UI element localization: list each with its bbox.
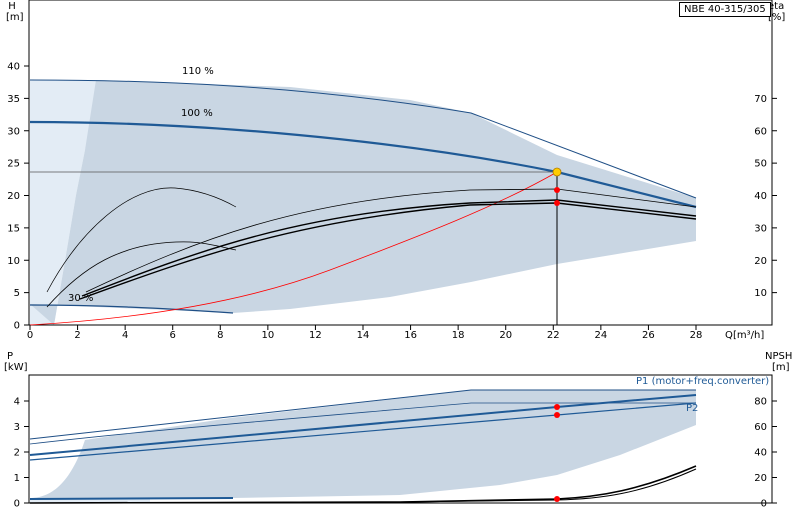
head-y-tick-label: 35 <box>7 94 20 105</box>
head-y-tick-label: 20 <box>7 191 20 202</box>
head-y-tick-label: 25 <box>7 159 20 170</box>
head-y-ticks: 0 5 10 15 20 25 30 35 40 <box>7 62 29 332</box>
head-y2-ticks: 10 20 30 40 50 60 70 <box>754 94 777 299</box>
head-x-tick-label: 2 <box>74 330 80 341</box>
head-operating-band <box>30 80 696 325</box>
power-y-label: P <box>7 351 13 362</box>
npsh-y-tick-label: 20 <box>754 473 767 484</box>
eta-y-tick-label: 40 <box>754 191 767 202</box>
head-x-tick-label: 22 <box>547 330 560 341</box>
head-chart: 0 2 4 6 8 10 12 14 16 18 20 22 24 26 28 05101520253035… <box>6 0 785 341</box>
label-100-percent: 100 % <box>181 108 213 119</box>
head-x-tick-label: 24 <box>594 330 607 341</box>
power-duty-markers <box>554 404 560 502</box>
head-x-tick-label: 8 <box>217 330 223 341</box>
eta-y-tick-label: 20 <box>754 256 767 267</box>
head-x-label: Q <box>725 330 733 341</box>
head-y-label: H <box>8 1 16 12</box>
curve-110-percent <box>29 79 697 199</box>
head-x-tick-label: 4 <box>122 330 128 341</box>
eta-y-tick-label: 60 <box>754 126 767 137</box>
power-operating-band <box>30 390 696 499</box>
eta-y-tick-label: 70 <box>754 94 767 105</box>
power-y-unit: [kW] <box>4 362 28 373</box>
power-chart: 0 1 2 3 4 0 20 40 60 80 P [kW] NPSH [m] P1 (moto… <box>4 351 792 510</box>
head-x-tick-label: 28 <box>690 330 703 341</box>
npsh-y-tick-label: 40 <box>754 448 767 459</box>
duty-point-markers <box>552 167 562 206</box>
power-y-tick-label: 2 <box>14 448 20 459</box>
eta-curve-2 <box>81 199 697 297</box>
head-y-tick-label: 0 <box>14 321 20 332</box>
label-30-percent: 30 % <box>68 293 93 304</box>
eta-y-tick-label: 50 <box>754 159 767 170</box>
power-y-ticks: 0 1 2 3 4 <box>14 397 29 510</box>
head-y-tick-label: 40 <box>7 62 20 73</box>
head-y-tick-label: 30 <box>7 126 20 137</box>
npsh-y-tick-label: 80 <box>754 397 767 408</box>
head-light-band <box>30 80 100 325</box>
head-x-tick-label: 20 <box>499 330 512 341</box>
eta-curve-4 <box>46 241 237 308</box>
head-x-tick-label: 18 <box>452 330 465 341</box>
head-x-tick-label: 16 <box>404 330 417 341</box>
model-label: NBE 40-315/305 <box>679 2 771 17</box>
head-y-tick-label: 10 <box>7 256 20 267</box>
head-x-tick-label: 12 <box>309 330 322 341</box>
curve-30-percent <box>29 304 234 314</box>
head-x-tick-label: 0 <box>27 330 33 341</box>
head-bands <box>30 80 696 325</box>
duty-point-head <box>552 167 562 177</box>
head-x-tick-label: 10 <box>261 330 274 341</box>
eta-y-tick-label: 30 <box>754 223 767 234</box>
eta-curve-1 <box>79 202 697 300</box>
p2-label: P2 <box>686 403 698 414</box>
duty-point-p2 <box>554 412 560 418</box>
eta-curve-5 <box>46 187 237 293</box>
head-y-unit: [m] <box>6 12 24 23</box>
head-x-tick-label: 26 <box>642 330 655 341</box>
npsh-y-label: NPSH <box>765 351 792 362</box>
power-y-tick-label: 4 <box>14 397 20 408</box>
npsh-y-unit: [m] <box>772 362 790 373</box>
p-upper-boundary <box>29 389 696 440</box>
head-x-ticks: 0 2 4 6 8 10 12 14 16 18 20 22 24 26 28 <box>27 325 703 341</box>
eta-y-unit: [%] <box>768 12 785 23</box>
p-min-curve <box>29 497 234 500</box>
head-y-tick-label: 5 <box>14 288 20 299</box>
eta-curve-3 <box>85 188 697 293</box>
power-plot-frame <box>28 374 773 504</box>
duty-point-eta-1 <box>554 187 560 193</box>
curve-100-percent <box>29 120 697 209</box>
head-curves <box>29 79 697 326</box>
label-110-percent: 110 % <box>182 66 214 77</box>
power-y-tick-label: 1 <box>14 473 20 484</box>
power-y-tick-label: 3 <box>14 422 20 433</box>
eta-y-tick-label: 10 <box>754 288 767 299</box>
head-plot-frame <box>28 0 773 326</box>
head-x-tick-label: 6 <box>170 330 176 341</box>
head-y-tick-label: 15 <box>7 223 20 234</box>
duty-point-eta-2 <box>554 200 560 206</box>
power-y-tick-label: 0 <box>14 499 20 510</box>
p-upper-boundary-2 <box>29 402 696 445</box>
power-y2-ticks: 0 20 40 60 80 <box>754 397 777 510</box>
duty-point-npsh <box>554 496 560 502</box>
npsh-y-tick-label: 0 <box>761 499 767 510</box>
eta-y-label: eta <box>768 1 784 12</box>
p1-label: P1 (motor+freq.converter) <box>636 376 769 387</box>
head-x-tick-label: 14 <box>357 330 370 341</box>
head-x-unit: [m³/h] <box>733 330 764 341</box>
duty-point-p1 <box>554 404 560 410</box>
npsh-y-tick-label: 60 <box>754 422 767 433</box>
